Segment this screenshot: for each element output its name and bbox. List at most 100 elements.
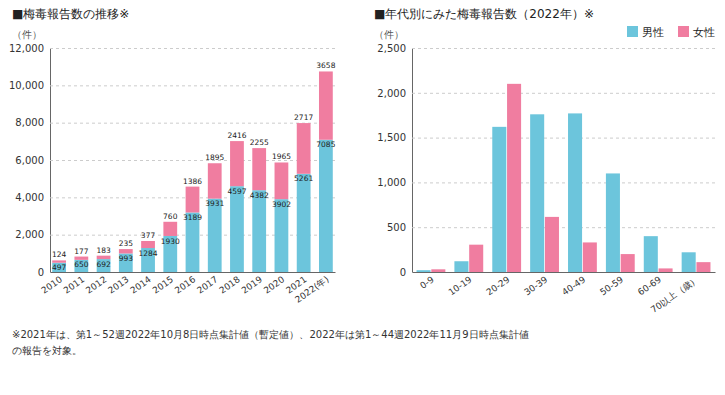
y-tick-label: 4,000 [15, 192, 44, 203]
x-tick: 0-9 [418, 274, 436, 291]
x-tick-label: 2020 [262, 274, 287, 295]
x-tick: 50-59 [598, 274, 625, 297]
data-label: 692 [96, 260, 111, 269]
data-label: 650 [74, 260, 89, 269]
y-axis-line [412, 49, 413, 273]
data-label: 124 [52, 250, 67, 259]
x-tick-label: 60-69 [636, 274, 663, 297]
x-tick-label: 2012 [84, 274, 108, 295]
y-tick: 1,500 [377, 132, 715, 143]
grid-line [50, 272, 335, 273]
bar [568, 113, 582, 272]
bar [530, 114, 544, 272]
bar-segment [74, 257, 88, 260]
y-tick-label: 10,000 [9, 80, 44, 91]
legend-item: 男性 [627, 26, 664, 39]
bar-segment [230, 186, 244, 272]
bar-segment [319, 140, 333, 272]
x-tick-label: 10-19 [447, 274, 474, 297]
x-tick-label: 20-29 [484, 274, 511, 297]
bar-segment [119, 249, 133, 253]
footnote: の報告を対象。 [12, 345, 82, 356]
grid-line [412, 48, 715, 49]
data-label: 177 [74, 247, 89, 256]
bar-segment [52, 263, 66, 272]
x-tick-label: 2016 [173, 274, 198, 295]
y-tick-label: 1,500 [377, 132, 406, 143]
legend-swatch [627, 26, 638, 37]
data-label: 4597 [227, 187, 246, 196]
bar [431, 269, 445, 272]
bar [545, 217, 559, 272]
bar-segment [141, 241, 155, 248]
x-tick-label: 2013 [106, 274, 130, 295]
x-tick: 2010 [40, 274, 65, 295]
bar [454, 261, 468, 272]
x-tick: 20-29 [484, 274, 511, 297]
data-label: 3658 [316, 61, 335, 70]
legend-item: 女性 [678, 26, 715, 39]
x-tick: 30-39 [522, 274, 549, 297]
y-tick: 2,500 [377, 43, 715, 54]
bar [469, 245, 483, 272]
x-tick: 2016 [173, 274, 198, 295]
x-tick-label: 2022(年) [293, 274, 331, 305]
x-tick-label: 0-9 [418, 274, 436, 291]
x-tick-label: 40-49 [560, 274, 587, 297]
x-tick-label: 2017 [195, 274, 219, 295]
y-axis-title: （件） [12, 29, 42, 40]
y-axis-title: （件） [374, 29, 404, 40]
x-tick: 2012 [84, 274, 108, 295]
legend: 男性 女性 [627, 26, 715, 39]
y-tick: 1,000 [377, 177, 715, 188]
y-tick-label: 6,000 [15, 155, 44, 166]
data-label: 3931 [205, 199, 224, 208]
data-label: 1930 [161, 237, 180, 246]
bar [644, 236, 658, 272]
y-tick-label: 2,500 [377, 43, 406, 54]
bar-segment [252, 190, 266, 272]
bar-segment [97, 256, 111, 259]
title: ■梅毒報告数の推移※ [12, 7, 129, 21]
x-tick-label: 2014 [128, 274, 153, 295]
x-tick: 2011 [62, 274, 86, 295]
data-label: 235 [119, 239, 134, 248]
x-tick: 10-19 [447, 274, 474, 297]
bar [621, 254, 635, 272]
bar-segment [97, 259, 111, 272]
bar [682, 252, 696, 272]
x-tick-label: 70以上（歳） [649, 274, 701, 315]
y-axis: 05001,0001,5002,0002,500 [377, 43, 715, 278]
data-label: 5261 [294, 174, 313, 183]
grid-line [412, 182, 715, 183]
grid-line [50, 48, 335, 49]
bar-segment [252, 148, 266, 190]
bar-segment [319, 71, 333, 139]
y-tick: 8,000 [15, 117, 335, 128]
x-tick: 2020 [262, 274, 287, 295]
y-tick-label: 2,000 [15, 229, 44, 240]
bar [417, 270, 431, 272]
data-label: 7085 [316, 140, 335, 149]
x-tick-label: 30-39 [522, 274, 549, 297]
bar-segment [163, 222, 177, 236]
x-tick-label: 50-59 [598, 274, 625, 297]
bar [696, 262, 710, 272]
data-label: 993 [119, 254, 134, 263]
y-tick-label: 2,000 [377, 88, 406, 99]
bar [507, 84, 521, 272]
x-tick: 2022(年) [293, 274, 331, 305]
grid-line [412, 227, 715, 228]
data-label: 1895 [205, 153, 224, 162]
bar-segment [74, 260, 88, 272]
bar-segment [230, 141, 244, 186]
data-label: 1284 [138, 249, 157, 258]
bar [492, 127, 506, 272]
y-tick-label: 1,000 [377, 177, 406, 188]
title: ■年代別にみた梅毒報告数（2022年）※ [374, 7, 594, 21]
bar-segment [297, 174, 311, 272]
data-label: 760 [163, 212, 178, 221]
x-tick: 2013 [106, 274, 130, 295]
legend-label: 女性 [693, 26, 715, 39]
bar-segment [119, 253, 133, 272]
